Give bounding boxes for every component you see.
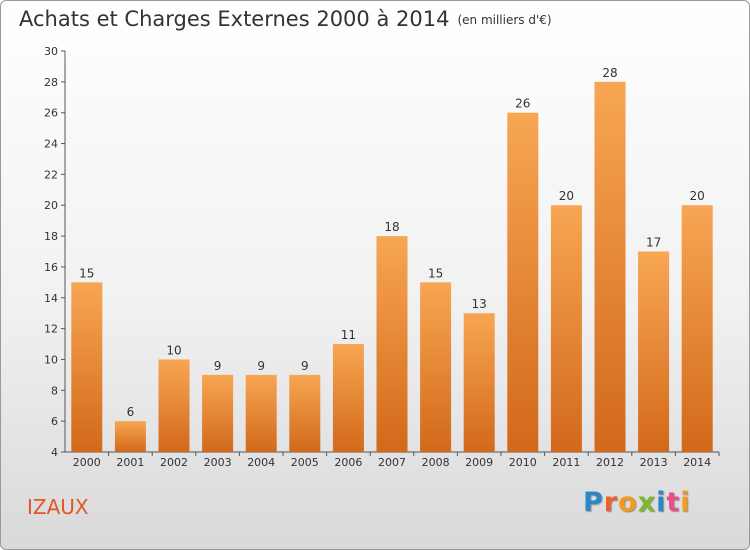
data-label: 26	[515, 97, 530, 111]
data-label: 18	[384, 220, 399, 234]
x-tick-label: 2012	[596, 456, 624, 469]
bar	[594, 81, 626, 452]
y-tick-label: 30	[44, 45, 58, 58]
bar	[550, 205, 582, 452]
axes: 4 6 8 10 12 14 16 18 20 22 24 26 28 30 2000 2001 2002 200…	[44, 45, 720, 469]
bar	[332, 344, 364, 452]
y-tick-label: 8	[51, 384, 58, 397]
bar	[507, 112, 539, 452]
y-tick-label: 12	[44, 323, 58, 336]
chart-title-text: Achats et Charges Externes 2000 à 2014	[19, 7, 450, 31]
logo-letter: x	[637, 487, 657, 518]
logo-letter: i	[656, 487, 667, 518]
commune-name: IZAUX	[27, 495, 89, 519]
data-label: 20	[690, 189, 705, 203]
x-tick-label: 2006	[334, 456, 362, 469]
y-tick-label: 14	[44, 292, 58, 305]
y-tick-label: 20	[44, 199, 58, 212]
logo-letter: o	[618, 487, 638, 518]
data-label: 15	[428, 266, 443, 280]
bar	[158, 359, 190, 452]
bars	[71, 81, 713, 452]
data-label: 10	[166, 343, 181, 357]
x-tick-label: 2009	[465, 456, 493, 469]
proxiti-logo[interactable]: Proxiti	[583, 487, 691, 518]
bar	[420, 282, 452, 452]
bar	[463, 313, 495, 452]
data-label: 28	[602, 66, 617, 80]
x-tick-label: 2014	[683, 456, 711, 469]
data-label: 13	[472, 297, 487, 311]
x-tick-label: 2003	[204, 456, 232, 469]
y-tick-label: 26	[44, 107, 58, 120]
bar	[376, 236, 408, 452]
data-label: 15	[79, 266, 94, 280]
x-tick-label: 2013	[640, 456, 668, 469]
x-tick-label: 2001	[116, 456, 144, 469]
bar	[638, 251, 670, 452]
x-tick-label: 2005	[291, 456, 319, 469]
x-tick-label: 2008	[422, 456, 450, 469]
x-tick-label: 2000	[73, 456, 101, 469]
x-tick-label: 2004	[247, 456, 275, 469]
y-tick-label: 16	[44, 261, 58, 274]
data-label: 20	[559, 189, 574, 203]
x-tick-label: 2002	[160, 456, 188, 469]
y-tick-label: 4	[51, 446, 58, 459]
x-tick-label: 2007	[378, 456, 406, 469]
y-tick-label: 18	[44, 230, 58, 243]
logo-letter: r	[603, 487, 619, 518]
y-tick-label: 10	[44, 353, 58, 366]
bar	[681, 205, 713, 452]
bar	[245, 374, 277, 452]
bar	[114, 421, 146, 452]
y-tick-label: 24	[44, 138, 58, 151]
bar	[202, 374, 234, 452]
chart-title: Achats et Charges Externes 2000 à 2014 (e…	[19, 7, 552, 31]
chart-unit: (en milliers d'€)	[457, 13, 552, 27]
logo-letter: P	[583, 487, 604, 518]
logo-letter: i	[680, 487, 691, 518]
x-tick-label: 2011	[552, 456, 580, 469]
data-label: 9	[214, 359, 222, 373]
data-label: 6	[127, 405, 135, 419]
data-label: 17	[646, 236, 661, 250]
y-tick-label: 22	[44, 168, 58, 181]
data-label: 9	[257, 359, 265, 373]
bar	[289, 374, 321, 452]
y-tick-label: 6	[51, 415, 58, 428]
data-label: 11	[341, 328, 356, 342]
y-tick-label: 28	[44, 76, 58, 89]
bar	[71, 282, 103, 452]
x-tick-label: 2010	[509, 456, 537, 469]
logo-letter: t	[666, 487, 681, 518]
data-labels: 15 6 10 9 9 9 11 18 15 13 26 20 28 17 20	[79, 66, 705, 419]
data-label: 9	[301, 359, 309, 373]
